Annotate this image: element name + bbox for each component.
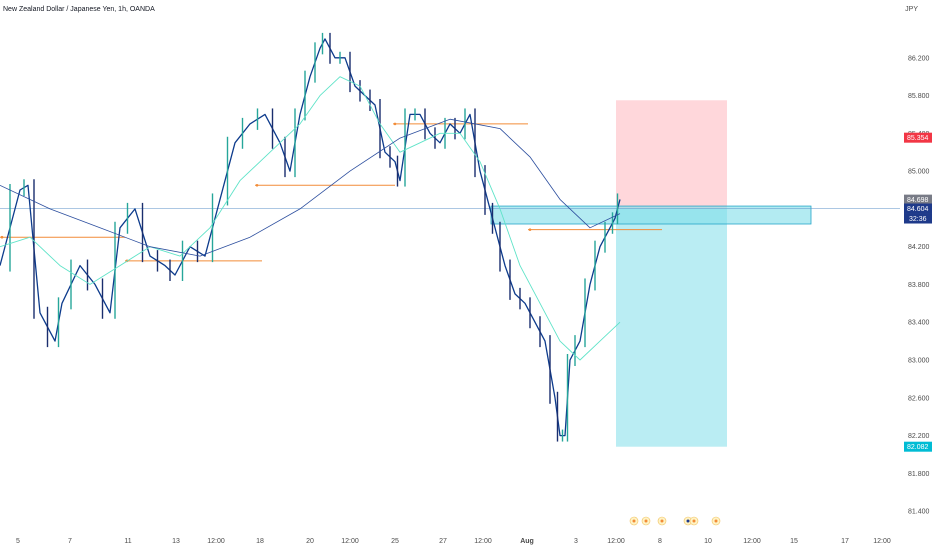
x-tick-label: 10	[704, 538, 712, 545]
y-tick-label: 85.000	[908, 169, 930, 176]
x-tick-label: 25	[391, 538, 399, 545]
x-tick-label: Aug	[520, 538, 534, 545]
x-tick-label: 27	[439, 538, 447, 545]
x-tick-label: 12:00	[873, 538, 891, 545]
x-tick-label: 12:00	[341, 538, 359, 545]
currency-label: JPY	[905, 6, 918, 13]
x-tick-label: 7	[68, 538, 72, 545]
y-tick-label: 84.200	[908, 244, 930, 251]
event-icon-dot	[686, 519, 690, 523]
x-axis[interactable]: 5 7 11 13 12:00 18 20 12:00 25 27 12:00 Aug 3 12:00 8 1…	[16, 538, 891, 545]
levels-layer	[0, 122, 662, 263]
current-price-tag-bg	[904, 203, 932, 214]
stop-price-tag-bg	[904, 132, 932, 143]
x-tick-label: 15	[790, 538, 798, 545]
y-tick-label: 83.800	[908, 282, 930, 289]
x-tick-label: 12:00	[607, 538, 625, 545]
target-price-tag-bg	[904, 441, 932, 452]
x-tick-label: 11	[124, 538, 131, 545]
x-tick-label: 17	[841, 538, 849, 545]
y-tick-label: 81.800	[908, 471, 930, 478]
ma_fast-line	[0, 76, 621, 361]
x-tick-label: 13	[172, 538, 180, 545]
x-tick-label: 20	[306, 538, 314, 545]
stop-loss-zone	[616, 100, 727, 209]
y-tick-label: 83.400	[908, 320, 930, 327]
zones-layer	[0, 100, 900, 447]
countdown-tag: 32:36	[909, 216, 927, 223]
ma_slow-line	[0, 118, 621, 257]
x-tick-label: 12:00	[207, 538, 225, 545]
symbol-title: New Zealand Dollar / Japanese Yen, 1h, O…	[3, 6, 155, 13]
y-tick-label: 82.600	[908, 395, 930, 402]
x-tick-label: 18	[256, 538, 264, 545]
x-tick-label: 5	[16, 538, 20, 545]
current-price-tag: 84.604	[907, 206, 929, 213]
event-icon-dot	[660, 519, 664, 523]
y-tick-label: 86.200	[908, 55, 930, 62]
y-tick-label: 83.000	[908, 358, 930, 365]
last-price-tag-bg	[904, 194, 932, 205]
stop-price-tag: 85.354	[907, 135, 929, 142]
event-icon-dot	[644, 519, 648, 523]
price-tags: 85.354 84.698 84.604 32:36 82.082	[904, 132, 932, 452]
event-markers[interactable]	[629, 516, 721, 526]
level-marker	[528, 228, 532, 231]
x-tick-label: 3	[574, 538, 578, 545]
y-tick-label: 81.400	[908, 509, 930, 516]
level-marker	[0, 235, 4, 239]
y-tick-label: 85.800	[908, 93, 930, 100]
level-marker	[393, 122, 397, 126]
event-icon-dot	[692, 519, 696, 523]
last-price-tag: 84.698	[907, 197, 929, 204]
level-marker	[255, 183, 259, 187]
series-layer	[0, 32, 621, 442]
take-profit-zone	[616, 208, 727, 447]
target-price-tag: 82.082	[907, 444, 929, 451]
event-icon-dot	[714, 519, 718, 523]
x-tick-label: 12:00	[474, 538, 492, 545]
event-icon-dot	[632, 519, 636, 523]
countdown-tag-bg	[904, 213, 932, 224]
x-tick-label: 12:00	[743, 538, 761, 545]
x-tick-label: 8	[658, 538, 662, 545]
y-tick-label: 82.200	[908, 433, 930, 440]
